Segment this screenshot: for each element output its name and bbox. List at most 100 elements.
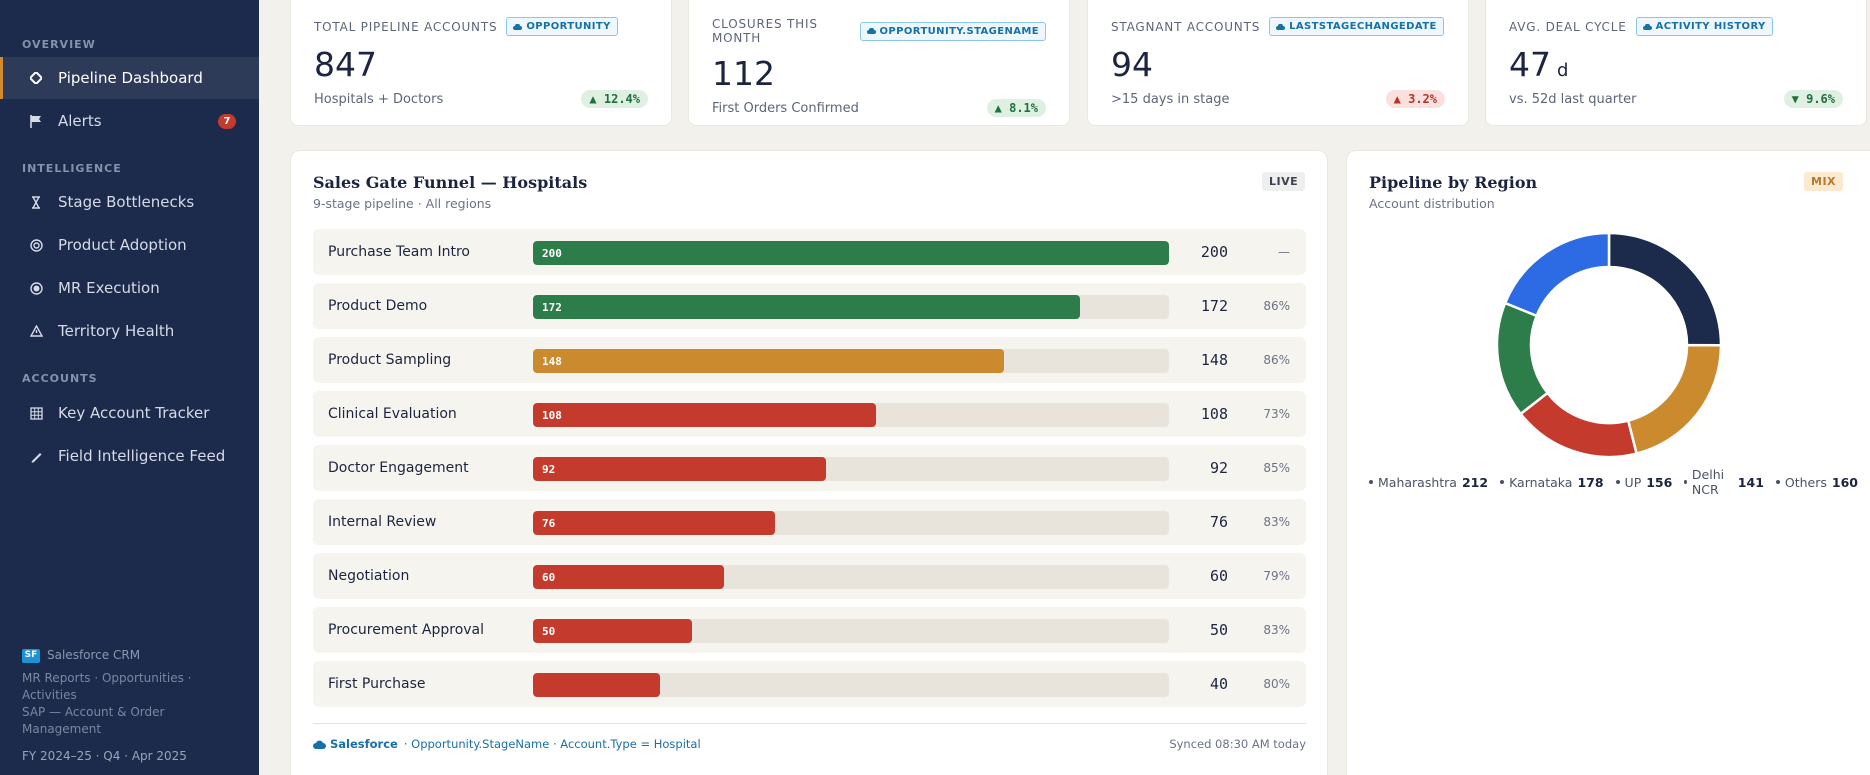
funnel-row[interactable]: Procurement Approval 50 50 83% <box>313 607 1306 653</box>
region-subtitle: Account distribution <box>1369 196 1495 211</box>
target-icon <box>28 237 44 253</box>
funnel-stage-count: 108 <box>1200 405 1228 423</box>
flag-icon <box>28 113 44 129</box>
funnel-stage-count: 40 <box>1209 675 1228 693</box>
funnel-row[interactable]: First Purchase 40 80% <box>313 661 1306 707</box>
funnel-conversion-pct: 85% <box>1263 461 1290 475</box>
cloud-icon <box>866 28 876 34</box>
kpi-label: STAGNANT ACCOUNTS <box>1111 19 1261 34</box>
kpi-label: AVG. DEAL CYCLE <box>1509 19 1627 34</box>
funnel-bar-track: 60 <box>533 565 1169 589</box>
section-overview: OVERVIEW <box>22 38 96 51</box>
sidebar-item-stage-bottlenecks[interactable]: Stage Bottlenecks <box>0 181 259 223</box>
sync-status: Synced 08:30 AM today <box>1169 737 1306 751</box>
legend-value: 160 <box>1831 474 1858 490</box>
sidebar-item-key-account-tracker[interactable]: Key Account Tracker <box>0 392 259 434</box>
crm-brand-label: Salesforce CRM <box>47 648 141 662</box>
funnel-row[interactable]: Purchase Team Intro 200 200 — <box>313 229 1306 275</box>
warning-icon <box>28 323 44 339</box>
funnel-bar-track: 92 <box>533 457 1169 481</box>
legend-item: Maharashtra 212 <box>1369 467 1488 497</box>
funnel-title: Sales Gate Funnel — Hospitals <box>313 173 588 192</box>
footer-brand: Salesforce <box>330 737 398 751</box>
kpi-unit: d <box>1557 60 1569 81</box>
funnel-stage-count: 92 <box>1209 459 1228 477</box>
kpi-card-stagnant: STAGNANT ACCOUNTS LASTSTAGECHANGEDATE 94… <box>1087 0 1469 126</box>
alerts-count-badge: 7 <box>218 114 236 129</box>
funnel-row[interactable]: Clinical Evaluation 108 108 73% <box>313 391 1306 437</box>
footer-query: · Opportunity.StageName · Account.Type =… <box>403 737 701 751</box>
sidebar-item-pipeline-dashboard[interactable]: Pipeline Dashboard <box>0 57 259 99</box>
funnel-row[interactable]: Internal Review 76 76 83% <box>313 499 1306 545</box>
funnel-conversion-pct: 83% <box>1263 515 1290 529</box>
funnel-stage-label: Product Demo <box>328 298 428 314</box>
donut-slice-others[interactable] <box>1503 231 1611 318</box>
crm-brand: SF Salesforce CRM <box>22 647 242 664</box>
kpi-label: TOTAL PIPELINE ACCOUNTS <box>314 19 498 34</box>
funnel-stage-label: Negotiation <box>328 568 410 584</box>
donut-slice-delhi-ncr[interactable] <box>1495 301 1550 416</box>
funnel-row[interactable]: Product Demo 172 172 86% <box>313 283 1306 329</box>
legend-dot <box>1615 480 1620 484</box>
funnel-bar-track: 148 <box>533 349 1169 373</box>
mix-badge: MIX <box>1804 172 1844 191</box>
hourglass-icon <box>28 194 44 210</box>
radio-icon <box>28 280 44 296</box>
funnel-row[interactable]: Product Sampling 148 148 86% <box>313 337 1306 383</box>
funnel-row[interactable]: Doctor Engagement 92 92 85% <box>313 445 1306 491</box>
funnel-stage-count: 200 <box>1200 243 1228 261</box>
funnel-subtitle: 9-stage pipeline · All regions <box>313 196 492 211</box>
legend-item: Delhi NCR 141 <box>1684 467 1764 497</box>
donut-slice-up[interactable] <box>1518 391 1639 459</box>
grid-icon <box>28 405 44 421</box>
sidebar-item-label: Field Intelligence Feed <box>58 447 226 465</box>
kpi-delta-badge: ▲ 8.1% <box>986 99 1046 117</box>
legend-dot <box>1684 480 1687 484</box>
funnel-conversion-pct: 83% <box>1263 623 1290 637</box>
kpi-subtext: First Orders Confirmed <box>712 100 859 116</box>
legend-dot <box>1775 480 1780 484</box>
funnel-stage-label: First Purchase <box>328 676 426 692</box>
sidebar-footer: SF Salesforce CRM MR Reports · Opportuni… <box>22 647 242 765</box>
legend-item: Karnataka 178 <box>1500 467 1604 497</box>
donut-slice-maharashtra[interactable] <box>1607 231 1723 347</box>
funnel-conversion-pct: 86% <box>1263 299 1290 313</box>
funnel-bar-track: 200 <box>533 241 1169 265</box>
footer-line-reports: MR Reports · Opportunities · Activities <box>22 671 192 702</box>
funnel-bar: 148 <box>533 349 1004 373</box>
funnel-stage-count: 76 <box>1209 513 1228 531</box>
legend-value: 212 <box>1461 474 1489 490</box>
salesforce-logo-icon: SF <box>22 648 40 663</box>
kpi-delta-badge: ▲ 3.2% <box>1385 90 1445 108</box>
funnel-bar-track: 172 <box>533 295 1169 319</box>
source-tag: OPPORTUNITY.STAGENAME <box>859 21 1046 41</box>
funnel-bar: 172 <box>533 295 1080 319</box>
source-tag: ACTIVITY HISTORY <box>1635 17 1773 36</box>
legend-value: 156 <box>1646 474 1673 490</box>
funnel-bar-track <box>533 673 1169 697</box>
kpi-card-deal-cycle: AVG. DEAL CYCLE ACTIVITY HISTORY 47 d vs.… <box>1485 0 1867 126</box>
funnel-footer: Salesforce · Opportunity.StageName · Acc… <box>313 723 1306 751</box>
legend-label: Karnataka <box>1509 474 1573 490</box>
funnel-bar: 50 <box>533 619 692 643</box>
funnel-stage-count: 148 <box>1200 351 1228 369</box>
sidebar-item-label: Territory Health <box>58 322 175 340</box>
sidebar-item-territory-health[interactable]: Territory Health <box>0 310 259 352</box>
funnel-conversion-pct: 80% <box>1263 677 1290 691</box>
sidebar-item-product-adoption[interactable]: Product Adoption <box>0 224 259 266</box>
sidebar-item-field-intelligence-feed[interactable]: Field Intelligence Feed <box>0 435 259 477</box>
kpi-delta-badge: ▼ 9.6% <box>1783 90 1843 108</box>
donut-slice-karnataka[interactable] <box>1626 343 1723 456</box>
sidebar-item-label: Alerts <box>58 112 102 130</box>
funnel-stage-label: Purchase Team Intro <box>328 244 470 260</box>
kpi-subtext: Hospitals + Doctors <box>314 91 444 107</box>
sidebar-item-alerts[interactable]: Alerts 7 <box>0 100 259 142</box>
section-accounts: ACCOUNTS <box>22 372 98 385</box>
funnel-conversion-pct: 73% <box>1263 407 1290 421</box>
sidebar-item-mr-execution[interactable]: MR Execution <box>0 267 259 309</box>
kpi-card-closures: CLOSURES THIS MONTH OPPORTUNITY.STAGENAM… <box>688 0 1070 126</box>
live-badge: LIVE <box>1262 172 1306 191</box>
funnel-stage-count: 50 <box>1209 621 1228 639</box>
funnel-row[interactable]: Negotiation 60 60 79% <box>313 553 1306 599</box>
funnel-bar: 200 <box>533 241 1169 265</box>
